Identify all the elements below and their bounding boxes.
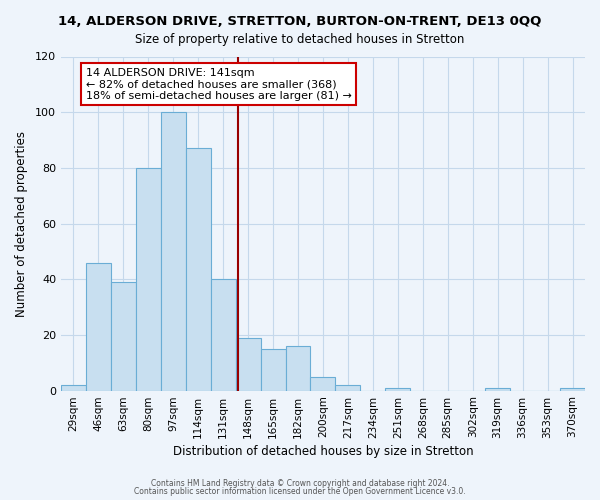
Bar: [385, 388, 410, 390]
Bar: [236, 338, 260, 390]
Text: Contains public sector information licensed under the Open Government Licence v3: Contains public sector information licen…: [134, 487, 466, 496]
Bar: [335, 385, 361, 390]
Bar: [211, 279, 236, 390]
Text: Size of property relative to detached houses in Stretton: Size of property relative to detached ho…: [136, 32, 464, 46]
Bar: [310, 376, 335, 390]
Text: 14 ALDERSON DRIVE: 141sqm
← 82% of detached houses are smaller (368)
18% of semi: 14 ALDERSON DRIVE: 141sqm ← 82% of detac…: [86, 68, 352, 101]
Bar: [161, 112, 186, 390]
Bar: [186, 148, 211, 390]
X-axis label: Distribution of detached houses by size in Stretton: Distribution of detached houses by size …: [173, 444, 473, 458]
Bar: [260, 349, 286, 391]
Text: Contains HM Land Registry data © Crown copyright and database right 2024.: Contains HM Land Registry data © Crown c…: [151, 478, 449, 488]
Y-axis label: Number of detached properties: Number of detached properties: [15, 130, 28, 316]
Bar: [86, 262, 111, 390]
Bar: [286, 346, 310, 391]
Bar: [136, 168, 161, 390]
Bar: [485, 388, 510, 390]
Bar: [111, 282, 136, 391]
Bar: [61, 385, 86, 390]
Bar: [560, 388, 585, 390]
Text: 14, ALDERSON DRIVE, STRETTON, BURTON-ON-TRENT, DE13 0QQ: 14, ALDERSON DRIVE, STRETTON, BURTON-ON-…: [58, 15, 542, 28]
